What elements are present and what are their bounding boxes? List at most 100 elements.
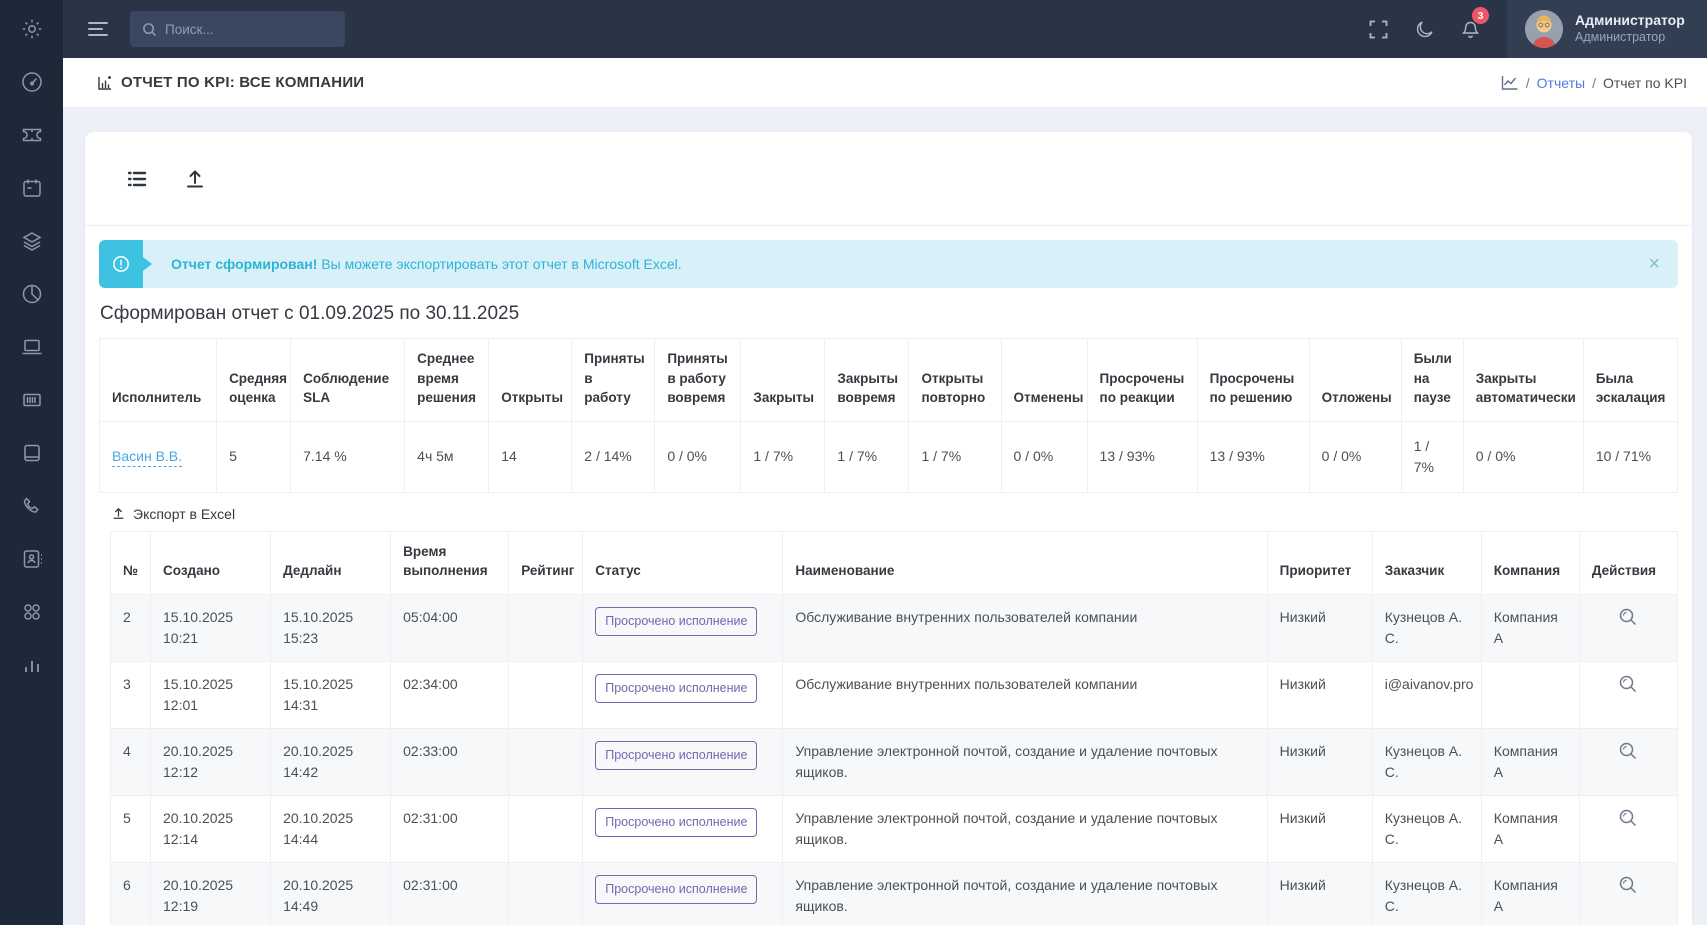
list-icon — [125, 167, 149, 191]
report-heading: Сформирован отчет с 01.09.2025 по 30.11.… — [100, 303, 1677, 325]
search-box[interactable] — [130, 11, 345, 47]
settings-gear-icon[interactable] — [20, 17, 44, 41]
view-ticket-button[interactable] — [1618, 875, 1638, 895]
summary-col-header: Приняты в работу — [572, 339, 655, 422]
user-role: Администратор — [1575, 30, 1685, 46]
summary-value: 14 — [489, 421, 572, 492]
sidebar — [0, 0, 63, 925]
ticket-number: 5 — [111, 795, 151, 862]
menu-hamburger-icon[interactable] — [87, 20, 109, 38]
calendar-icon[interactable] — [20, 176, 44, 200]
page-header: ОТЧЕТ ПО KPI: ВСЕ КОМПАНИИ / Отчеты / От… — [63, 58, 1707, 108]
ticket-name: Управление электронной почтой, создание … — [783, 728, 1267, 795]
view-ticket-button[interactable] — [1618, 741, 1638, 761]
tickets-col-header: Время выполнения — [391, 531, 509, 594]
summary-col-header: Открыты повторно — [909, 339, 1001, 422]
ticket-deadline: 20.10.2025 14:49 — [271, 862, 391, 925]
phone-icon[interactable] — [20, 494, 44, 518]
ticket-company: Компания А — [1481, 795, 1579, 862]
ticket-customer: Кузнецов А. С. — [1372, 862, 1481, 925]
breadcrumb: / Отчеты / Отчет по KPI — [1501, 75, 1687, 91]
ticket-number: 3 — [111, 661, 151, 728]
export-button[interactable] — [183, 167, 207, 191]
summary-value: 10 / 71% — [1583, 421, 1677, 492]
bar-chart-icon[interactable] — [20, 653, 44, 677]
ticket-deadline: 20.10.2025 14:44 — [271, 795, 391, 862]
breadcrumb-link-reports[interactable]: Отчеты — [1537, 75, 1585, 91]
ticket-deadline: 15.10.2025 15:23 — [271, 594, 391, 661]
ticket-name: Обслуживание внутренних пользователей ко… — [783, 661, 1267, 728]
view-ticket-button[interactable] — [1618, 674, 1638, 694]
ticket-company: Компания А — [1481, 862, 1579, 925]
summary-col-header: Средняя оценка — [217, 339, 291, 422]
ticket-name: Управление электронной почтой, создание … — [783, 862, 1267, 925]
search-input[interactable] — [165, 22, 333, 37]
user-menu[interactable]: Администратор Администратор — [1507, 0, 1707, 58]
status-badge: Просрочено исполнение — [595, 875, 757, 904]
book-icon[interactable] — [20, 441, 44, 465]
summary-value: 0 / 0% — [655, 421, 741, 492]
ticket-rating — [509, 661, 583, 728]
layers-icon[interactable] — [20, 229, 44, 253]
ticket-customer: i@aivanov.pro — [1372, 661, 1481, 728]
dashboard-speedometer-icon[interactable] — [20, 70, 44, 94]
ticket-rating — [509, 795, 583, 862]
view-ticket-button[interactable] — [1618, 808, 1638, 828]
apps-grid-icon[interactable] — [20, 600, 44, 624]
laptop-icon[interactable] — [20, 335, 44, 359]
main-content: Отчет сформирован! Вы можете экспортиров… — [63, 108, 1707, 925]
ticket-company: Компания А — [1481, 728, 1579, 795]
ticket-duration: 05:04:00 — [391, 594, 509, 661]
alert-close-icon[interactable]: × — [1630, 254, 1678, 274]
ticket-number: 6 — [111, 862, 151, 925]
report-card: Отчет сформирован! Вы можете экспортиров… — [85, 132, 1692, 925]
card-toolbar — [85, 132, 1692, 226]
export-to-excel-link[interactable]: Экспорт в Excel — [111, 506, 235, 522]
summary-value: 7.14 % — [291, 421, 405, 492]
info-icon — [112, 255, 130, 273]
pie-chart-icon[interactable] — [20, 282, 44, 306]
view-ticket-button[interactable] — [1618, 607, 1638, 627]
notifications-button[interactable]: 3 — [1447, 0, 1493, 58]
list-view-button[interactable] — [125, 167, 149, 191]
tickets-col-header: Рейтинг — [509, 531, 583, 594]
ticket-name: Обслуживание внутренних пользователей ко… — [783, 594, 1267, 661]
breadcrumb-current: Отчет по KPI — [1603, 75, 1687, 91]
ticket-priority: Низкий — [1267, 594, 1372, 661]
status-badge: Просрочено исполнение — [595, 674, 757, 703]
ticket-number: 2 — [111, 594, 151, 661]
barcode-icon[interactable] — [20, 388, 44, 412]
ticket-created: 20.10.2025 12:12 — [151, 728, 271, 795]
ticket-customer: Кузнецов А. С. — [1372, 795, 1481, 862]
breadcrumb-separator: / — [1526, 75, 1530, 91]
summary-value: 0 / 0% — [1001, 421, 1087, 492]
summary-col-header: Отменены — [1001, 339, 1087, 422]
summary-col-header: Закрыты — [741, 339, 825, 422]
fullscreen-button[interactable] — [1355, 0, 1401, 58]
summary-col-header: Отложены — [1309, 339, 1401, 422]
table-row: 5 20.10.2025 12:14 20.10.2025 14:44 02:3… — [111, 795, 1678, 862]
user-avatar — [1525, 10, 1563, 48]
executor-link[interactable]: Васин В.В. — [112, 448, 182, 467]
summary-col-header: Закрыты вовремя — [825, 339, 909, 422]
contacts-icon[interactable] — [20, 547, 44, 571]
line-chart-icon — [1501, 75, 1519, 91]
report-generated-alert: Отчет сформирован! Вы можете экспортиров… — [99, 240, 1678, 288]
ticket-created: 15.10.2025 10:21 — [151, 594, 271, 661]
status-badge: Просрочено исполнение — [595, 741, 757, 770]
card-body: Отчет сформирован! Вы можете экспортиров… — [85, 226, 1692, 925]
dark-mode-button[interactable] — [1401, 0, 1447, 58]
summary-col-header: Исполнитель — [100, 339, 217, 422]
ticket-priority: Низкий — [1267, 795, 1372, 862]
ticket-icon[interactable] — [20, 123, 44, 147]
ticket-name: Управление электронной почтой, создание … — [783, 795, 1267, 862]
ticket-rating — [509, 594, 583, 661]
ticket-created: 20.10.2025 12:19 — [151, 862, 271, 925]
magnifier-icon — [1618, 741, 1638, 761]
ticket-company: Компания А — [1481, 594, 1579, 661]
summary-col-header: Закрыты автоматически — [1463, 339, 1583, 422]
breadcrumb-separator: / — [1592, 75, 1596, 91]
summary-value: 5 — [217, 421, 291, 492]
summary-value: 4ч 5м — [405, 421, 489, 492]
summary-header-row: Исполнитель Средняя оценка Соблюдение SL… — [100, 339, 1678, 422]
